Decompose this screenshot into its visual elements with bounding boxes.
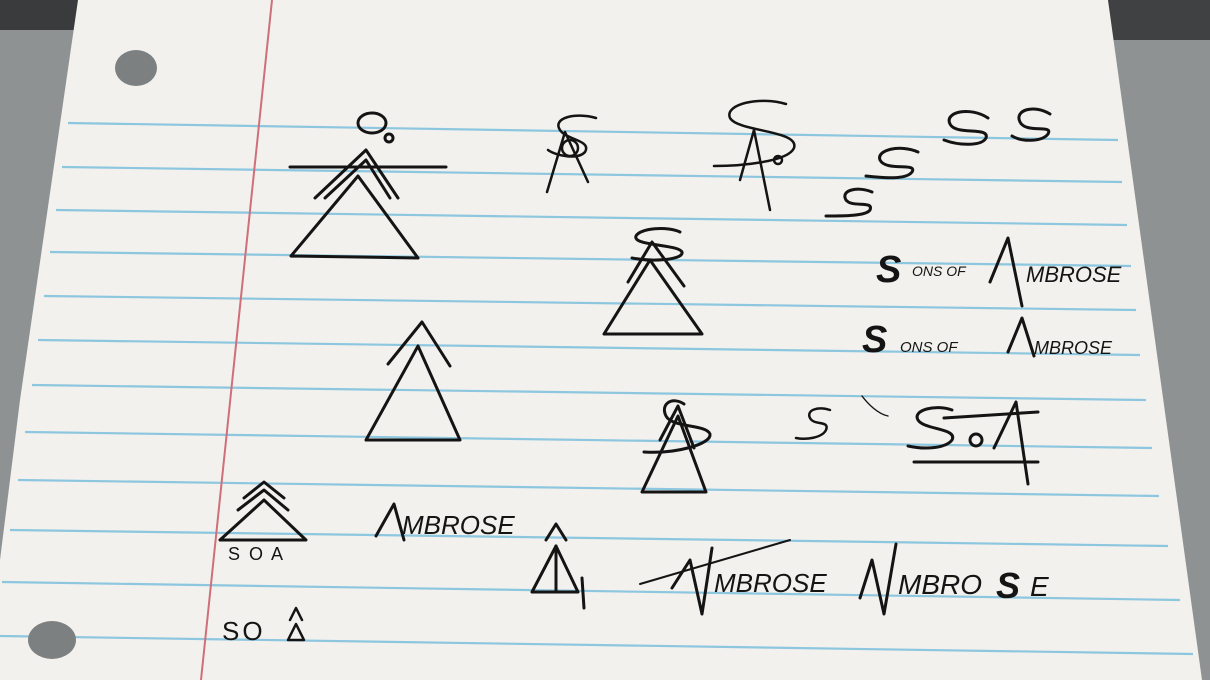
punch-hole-bottom (28, 621, 76, 659)
ambrose-right-e: E (1030, 571, 1049, 602)
sketch-double-triangle (364, 320, 462, 442)
soa-label: S O A (228, 544, 285, 564)
ambrose-left: MBROSE (402, 510, 515, 540)
sketch-sa-monogram-tall (712, 99, 796, 212)
ambrose-right-s: S (996, 565, 1020, 606)
sketch-chevron-triangle (218, 480, 308, 542)
sketch-sa-monogram-small (545, 114, 598, 194)
sketch-so-a-small (286, 606, 306, 642)
wordmark-1-rest: MBROSE (1026, 262, 1122, 287)
punch-hole-top (115, 50, 157, 86)
wordmark-1-cap-s: S (876, 249, 901, 291)
sketch-s-letter-variants (824, 107, 1052, 218)
sketch-triangle-with-s (602, 227, 704, 336)
sketch-arrow-a-mark (530, 522, 586, 610)
wordmark-2-cap-s: S (862, 319, 887, 361)
ambrose-right: MBRO (898, 569, 982, 600)
wordmark-2-mid: ONS OF (900, 339, 958, 356)
sketch-s-over-triangle (640, 399, 712, 494)
ruled-lines (0, 121, 1194, 656)
wordmark-2-rest: MBROSE (1034, 338, 1113, 358)
sketch-small-s (794, 395, 889, 440)
wordmark-a-strokes (374, 236, 1036, 616)
sketch-triangle-with-circles (288, 111, 448, 260)
so-small: SO (222, 616, 266, 646)
dark-backdrop-right (1110, 0, 1210, 40)
margin-line (200, 0, 273, 680)
sketch-soa-monogram (906, 400, 1040, 486)
wordmark-1-mid: ONS OF (912, 263, 967, 279)
ambrose-mid: MBROSE (714, 568, 827, 598)
